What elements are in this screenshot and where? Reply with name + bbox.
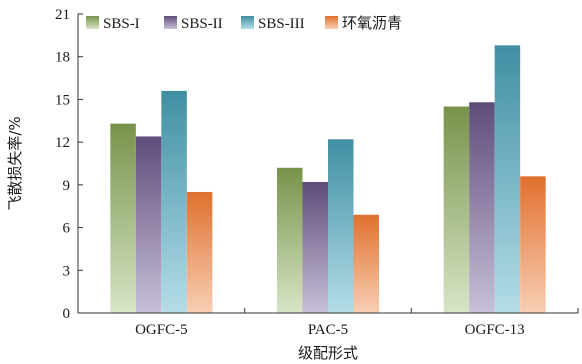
x-tick-label: PAC-5 <box>308 322 348 338</box>
bars-layer <box>110 45 546 314</box>
legend: SBS-I SBS-II SBS-III 环氧沥青 <box>86 15 402 32</box>
legend-label: SBS-III <box>258 16 305 32</box>
bar <box>520 176 546 313</box>
bar <box>328 139 354 313</box>
x-tick-label: OGFC-5 <box>135 322 188 338</box>
y-tick-label: 0 <box>63 306 71 322</box>
y-axis-title: 飞散损失率/% <box>6 116 24 210</box>
bar <box>186 191 213 313</box>
x-ticks: OGFC-5 PAC-5 OGFC-13 <box>135 308 579 338</box>
y-tick-label: 18 <box>55 50 70 66</box>
legend-label: SBS-II <box>181 16 223 32</box>
y-tick-label: 21 <box>55 7 70 23</box>
x-tick-label: OGFC-13 <box>465 322 525 338</box>
bar <box>469 102 495 314</box>
legend-swatch <box>325 16 338 29</box>
legend-label: 环氧沥青 <box>342 15 402 32</box>
y-tick-label: 12 <box>55 135 70 151</box>
legend-swatch <box>241 16 254 29</box>
legend-swatch <box>86 16 99 29</box>
bar <box>353 214 379 313</box>
y-tick-label: 15 <box>55 92 70 108</box>
y-ticks: 0 3 6 9 12 15 18 21 <box>55 7 83 322</box>
bar <box>494 45 521 313</box>
x-axis-title: 级配形式 <box>298 344 358 362</box>
bar <box>135 136 162 313</box>
axes-layer <box>77 14 578 314</box>
y-tick-label: 3 <box>63 263 71 279</box>
bar <box>110 123 136 313</box>
y-tick-label: 9 <box>63 178 71 194</box>
legend-swatch <box>164 16 177 29</box>
bar <box>443 106 470 313</box>
y-tick-label: 6 <box>63 221 71 237</box>
bar <box>277 167 303 313</box>
bar <box>161 90 187 313</box>
bar <box>302 182 328 313</box>
legend-label: SBS-I <box>103 16 140 32</box>
